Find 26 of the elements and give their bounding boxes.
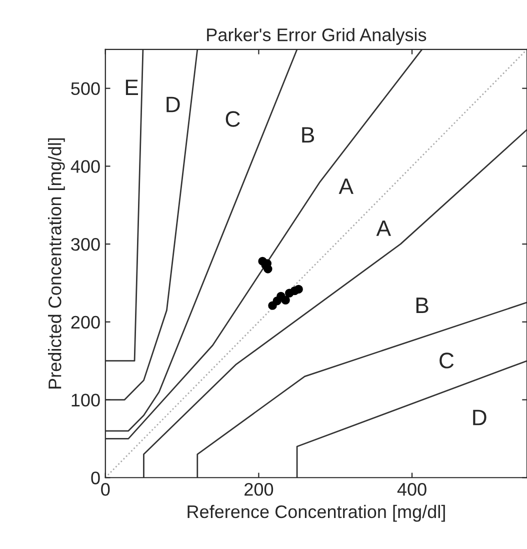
x-tick-label: 0 bbox=[101, 482, 110, 496]
chart-title: Parker's Error Grid Analysis bbox=[207, 28, 426, 45]
y-axis-title: Predicted Concentration [mg/dl] bbox=[48, 138, 65, 388]
point bbox=[294, 284, 303, 294]
y-tick-label: 0 bbox=[91, 472, 100, 484]
y-tick-label: 300 bbox=[71, 238, 100, 251]
x-tick-label: 200 bbox=[244, 482, 274, 496]
annotation: C bbox=[440, 352, 454, 368]
annotation: B bbox=[416, 298, 428, 313]
annotation: A bbox=[338, 178, 354, 194]
y-tick-label: 500 bbox=[71, 82, 100, 96]
annotation: A bbox=[376, 220, 392, 236]
line-series bbox=[105, 49, 298, 432]
line-series bbox=[105, 49, 198, 400]
y-tick-label: 200 bbox=[71, 316, 100, 329]
annotation: D bbox=[473, 410, 486, 426]
annotation: C bbox=[226, 111, 240, 127]
annotation: B bbox=[302, 127, 314, 143]
annotation: E bbox=[126, 80, 138, 95]
line-series bbox=[143, 128, 527, 478]
y-tick-label: 400 bbox=[70, 160, 100, 173]
annotation: D bbox=[166, 96, 180, 112]
x-tick-label: 400 bbox=[397, 482, 426, 496]
point bbox=[281, 296, 290, 304]
y-tick-label: 100 bbox=[72, 394, 100, 406]
x-axis-title: Reference Concentration [mg/dl] bbox=[188, 504, 445, 522]
